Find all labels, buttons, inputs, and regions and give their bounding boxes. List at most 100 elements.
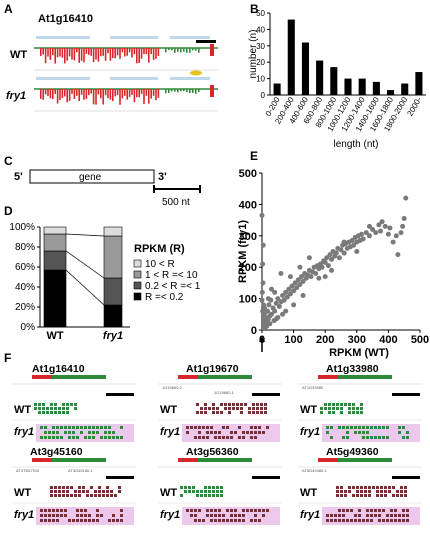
panel-f-read [180,494,183,497]
panel-f-read [368,486,371,489]
coverage-bar [40,48,42,56]
panel-f-read [200,407,203,410]
coverage-bar [54,48,56,64]
panel-f-read [108,519,111,522]
coverage-bar [49,89,52,99]
panel-f-read [210,431,213,434]
panel-f-read [212,407,215,410]
chart-e-point [295,277,301,283]
chart-e-xtick-label: 300 [348,334,366,346]
panel-f-read [358,519,361,522]
chart-d-legend-swatch [133,259,142,268]
panel-f-scale-bar [106,393,134,396]
panel-f-read [232,407,235,410]
panel-f-read [120,519,123,522]
panel-f-read [52,509,55,512]
panel-f-read [82,490,85,493]
coverage-bar [124,48,126,57]
chart-d-segment [43,250,67,271]
chart-e-point [366,233,372,239]
panel-f-read [390,514,393,517]
coverage-bar [195,48,197,51]
panel-f-read [44,514,47,517]
coverage-bar [152,89,155,96]
coverage-bar [56,89,59,104]
panel-f-read [54,490,57,493]
panel-f-read [398,514,401,517]
panel-f-read [48,519,51,522]
chart-e-point [333,250,339,256]
chart-e-point [268,286,274,292]
panel-f-read [362,431,365,434]
panel-f-read [334,514,337,517]
coverage-bar [78,89,80,102]
panel-f-read [374,514,377,517]
coverage-bar [107,89,109,99]
panel-f-read [258,431,261,434]
panel-f-read [320,411,323,414]
panel-f-read [350,509,353,512]
panel-f-read [228,407,231,410]
chart-d-ytick-label: 80% [15,242,35,253]
panel-f-read [216,411,219,414]
panel-f-read [44,426,47,429]
panel-f-read [406,519,409,522]
panel-b-letter: B [250,2,259,16]
panel-f-read [120,509,123,512]
panel-f-read [92,436,95,439]
chart-b-ytick-label: 0 [261,91,266,100]
panel-f-read [86,490,89,493]
chart-e-point [382,223,388,229]
coverage-bar [44,48,47,64]
panel-f-read [76,519,79,522]
coverage-bar [109,48,112,61]
panel-f-row-wt: WT [14,487,31,499]
panel-f-read [214,514,217,517]
panel-f-read [84,436,87,439]
coverage-bar [157,48,160,56]
panel-f-row-wt: WT [160,404,177,416]
panel-f-read [362,426,365,429]
coverage-bar [165,48,167,53]
coverage-bar [109,89,112,100]
panel-f-read [104,431,107,434]
chart-e-point [363,230,369,236]
panel-f-read [348,407,351,410]
chart-b-bar [344,78,352,95]
panel-f-read [44,431,47,434]
panel-f-read [238,436,241,439]
panel-f-read [78,486,81,489]
panel-f-read [208,494,211,497]
panel-f-read [192,486,195,489]
chart-d-ytick-label: 0% [21,322,36,333]
panel-f-gene-model [32,375,52,379]
panel-f-gene-model [178,458,198,462]
panel-f-read [90,486,93,489]
chart-e-point [393,233,399,239]
panel-f-read [242,519,245,522]
chart-b-ytick-label: 20 [256,58,265,67]
panel-f-read [344,494,347,497]
coverage-bar [59,89,61,101]
panel-f-read [80,514,83,517]
panel-f-read [330,519,333,522]
panel-f-read [200,494,203,497]
panel-f-read [198,519,201,522]
panel-f-read [230,514,233,517]
coverage-bar [90,48,92,56]
coverage-bar [59,48,61,57]
chart-e-ytick-label: 0 [251,325,257,337]
panel-f-read [104,426,107,429]
chart-e-xtick-label: 400 [379,334,397,346]
panel-d-letter: D [4,204,13,218]
panel-f-annotation: AT5G49360.1 [302,468,327,473]
coverage-bar [68,48,71,57]
coverage-bar [42,48,44,55]
chart-e-point [275,296,281,302]
panel-f-read [372,486,375,489]
coverage-bar [102,48,104,56]
chart-e-point [283,308,289,314]
panel-f-read [222,426,225,429]
panel-f-read [206,426,209,429]
panel-f-read [248,407,251,410]
